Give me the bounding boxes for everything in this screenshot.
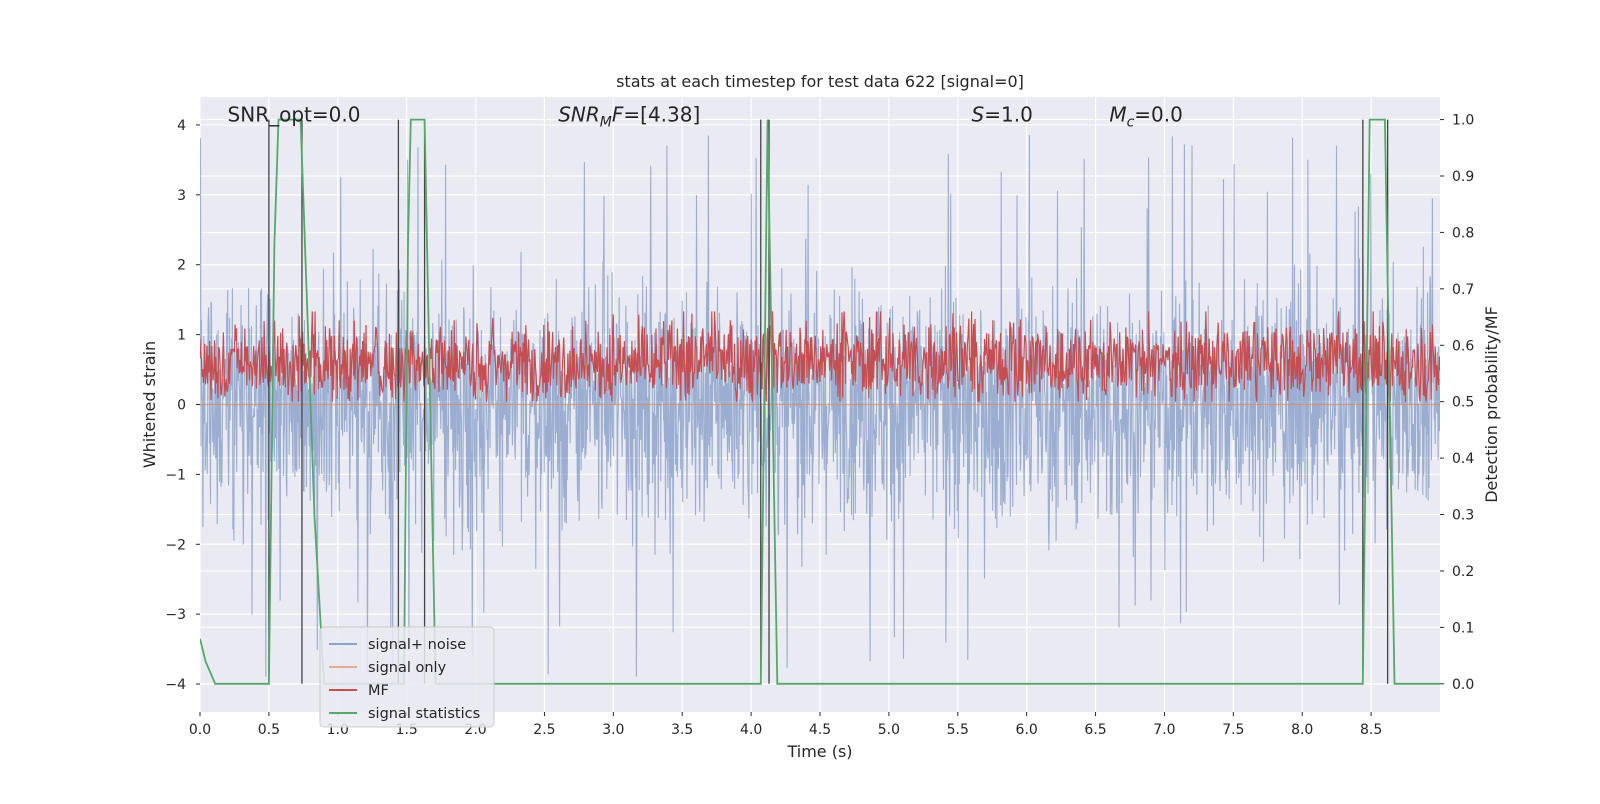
series-signal-statistics xyxy=(200,118,1440,685)
y-right-tick-label: 0.0 xyxy=(1452,677,1474,693)
annotation: S=1.0 xyxy=(972,102,1033,126)
data-layer xyxy=(200,118,1440,685)
y-right-tick-label: 0.2 xyxy=(1452,564,1474,580)
legend-entry: signal+ noise xyxy=(368,637,466,653)
chart-title: stats at each timestep for test data 622… xyxy=(616,72,1024,91)
y-tick-label: 2 xyxy=(177,258,186,274)
x-tick-label: 2.5 xyxy=(533,722,555,738)
y-right-tick-label: 0.7 xyxy=(1452,282,1474,298)
y-right-tick-label: 0.9 xyxy=(1452,169,1474,185)
annotation: SNR_opt=0.0 xyxy=(228,102,361,126)
y-right-tick-label: 0.6 xyxy=(1452,338,1474,354)
y-tick-label: 3 xyxy=(177,188,186,204)
y-tick-label: −2 xyxy=(165,537,186,553)
x-tick-label: 5.5 xyxy=(947,722,969,738)
y-tick-label: 4 xyxy=(177,118,186,134)
y-tick-label: −4 xyxy=(165,677,186,693)
legend-entry: MF xyxy=(368,683,389,699)
y-right-tick-label: 0.8 xyxy=(1452,225,1474,241)
y-right-tick-label: 0.4 xyxy=(1452,451,1474,467)
y-tick-label: −1 xyxy=(165,467,186,483)
x-tick-label: 7.5 xyxy=(1222,722,1244,738)
x-tick-label: 0.5 xyxy=(258,722,280,738)
legend-box xyxy=(319,626,495,728)
x-tick-label: 8.5 xyxy=(1360,722,1382,738)
legend: signal+ noise signal only MF signal statist… xyxy=(319,626,495,728)
y-right-tick-label: 0.1 xyxy=(1452,620,1474,636)
legend-entry: signal only xyxy=(368,660,447,676)
x-tick-label: 7.0 xyxy=(1153,722,1175,738)
y-tick-label: −3 xyxy=(165,607,186,623)
y-axis-label: Whitened strain xyxy=(140,341,159,468)
x-tick-label: 5.0 xyxy=(878,722,900,738)
y-right-tick-label: 1.0 xyxy=(1452,113,1474,129)
x-tick-label: 3.5 xyxy=(671,722,693,738)
x-tick-label: 6.0 xyxy=(1016,722,1038,738)
y-right-tick-label: 0.5 xyxy=(1452,395,1474,411)
x-tick-label: 6.5 xyxy=(1084,722,1106,738)
x-tick-label: 8.0 xyxy=(1291,722,1313,738)
x-tick-label: 0.0 xyxy=(189,722,211,738)
y-right-tick-label: 0.3 xyxy=(1452,508,1474,524)
y-tick-label: 1 xyxy=(177,328,186,344)
y-axis-right-label: Detection probability/MF xyxy=(1482,306,1501,503)
legend-entry: signal statistics xyxy=(368,706,480,722)
x-tick-label: 4.5 xyxy=(809,722,831,738)
x-tick-label: 4.0 xyxy=(740,722,762,738)
annotation: Mc=0.0 xyxy=(1109,102,1183,130)
x-axis-label: Time (s) xyxy=(786,742,852,761)
annotations: SNR_opt=0.0 SNRMF=[4.38] S=1.0 Mc=0.0 xyxy=(228,102,1183,130)
annotation: SNRMF=[4.38] xyxy=(558,102,700,130)
y-tick-label: 0 xyxy=(177,398,186,414)
x-tick-label: 3.0 xyxy=(602,722,624,738)
